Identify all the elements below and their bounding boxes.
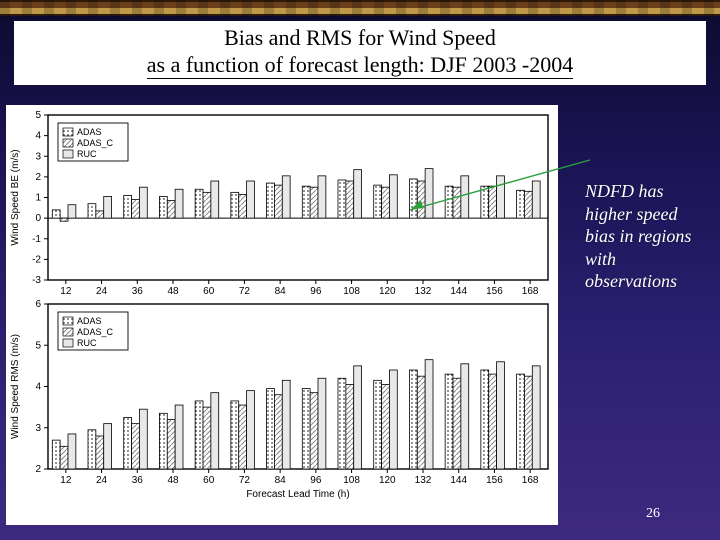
svg-text:-3: -3 xyxy=(32,275,41,286)
svg-text:120: 120 xyxy=(379,286,396,297)
svg-text:3: 3 xyxy=(35,423,41,434)
svg-text:1: 1 xyxy=(35,193,41,204)
svg-text:RUC: RUC xyxy=(77,338,97,348)
svg-text:84: 84 xyxy=(275,475,287,486)
svg-text:4: 4 xyxy=(35,131,41,142)
svg-text:ADAS_C: ADAS_C xyxy=(77,327,114,337)
svg-text:108: 108 xyxy=(343,286,360,297)
svg-text:6: 6 xyxy=(35,299,41,310)
annotation-text: NDFD has higher speed bias in regions wi… xyxy=(585,180,710,293)
svg-text:72: 72 xyxy=(239,286,251,297)
decorative-top-bar xyxy=(0,0,720,18)
svg-text:24: 24 xyxy=(96,286,108,297)
svg-text:ADAS: ADAS xyxy=(77,316,102,326)
svg-text:144: 144 xyxy=(450,286,467,297)
svg-text:72: 72 xyxy=(239,475,251,486)
svg-text:96: 96 xyxy=(310,475,322,486)
svg-text:-1: -1 xyxy=(32,234,41,245)
svg-text:48: 48 xyxy=(167,475,179,486)
svg-text:2: 2 xyxy=(35,172,41,183)
title-block: Bias and RMS for Wind Speed as a functio… xyxy=(14,21,706,85)
svg-text:168: 168 xyxy=(522,286,539,297)
svg-text:168: 168 xyxy=(522,475,539,486)
charts-panel: -3-2-1012345Wind Speed BE (m/s)122436486… xyxy=(6,105,558,525)
svg-text:4: 4 xyxy=(35,382,41,393)
svg-text:24: 24 xyxy=(96,475,108,486)
svg-text:Wind Speed BE (m/s): Wind Speed BE (m/s) xyxy=(10,149,21,245)
svg-text:-2: -2 xyxy=(32,254,41,265)
svg-text:60: 60 xyxy=(203,286,215,297)
title-line-1: Bias and RMS for Wind Speed xyxy=(24,25,696,51)
svg-text:Forecast Lead Time (h): Forecast Lead Time (h) xyxy=(246,489,349,500)
svg-text:60: 60 xyxy=(203,475,215,486)
svg-text:0: 0 xyxy=(35,213,41,224)
title-line-2: as a function of forecast length: DJF 20… xyxy=(147,52,573,79)
svg-text:12: 12 xyxy=(60,475,72,486)
svg-text:132: 132 xyxy=(415,475,432,486)
svg-text:132: 132 xyxy=(415,286,432,297)
page-number: 26 xyxy=(646,506,660,522)
svg-text:144: 144 xyxy=(450,475,467,486)
svg-text:5: 5 xyxy=(35,340,41,351)
svg-text:36: 36 xyxy=(132,475,144,486)
svg-text:5: 5 xyxy=(35,110,41,121)
svg-text:3: 3 xyxy=(35,151,41,162)
svg-text:156: 156 xyxy=(486,475,503,486)
svg-text:2: 2 xyxy=(35,464,41,475)
svg-text:12: 12 xyxy=(60,286,72,297)
svg-text:Wind Speed RMS (m/s): Wind Speed RMS (m/s) xyxy=(10,334,21,439)
svg-text:96: 96 xyxy=(310,286,322,297)
svg-text:108: 108 xyxy=(343,475,360,486)
svg-text:ADAS: ADAS xyxy=(77,127,102,137)
svg-text:48: 48 xyxy=(167,286,179,297)
svg-text:ADAS_C: ADAS_C xyxy=(77,138,114,148)
svg-text:156: 156 xyxy=(486,286,503,297)
charts-svg: -3-2-1012345Wind Speed BE (m/s)122436486… xyxy=(6,105,558,525)
svg-text:36: 36 xyxy=(132,286,144,297)
svg-text:RUC: RUC xyxy=(77,149,97,159)
svg-text:84: 84 xyxy=(275,286,287,297)
svg-text:120: 120 xyxy=(379,475,396,486)
